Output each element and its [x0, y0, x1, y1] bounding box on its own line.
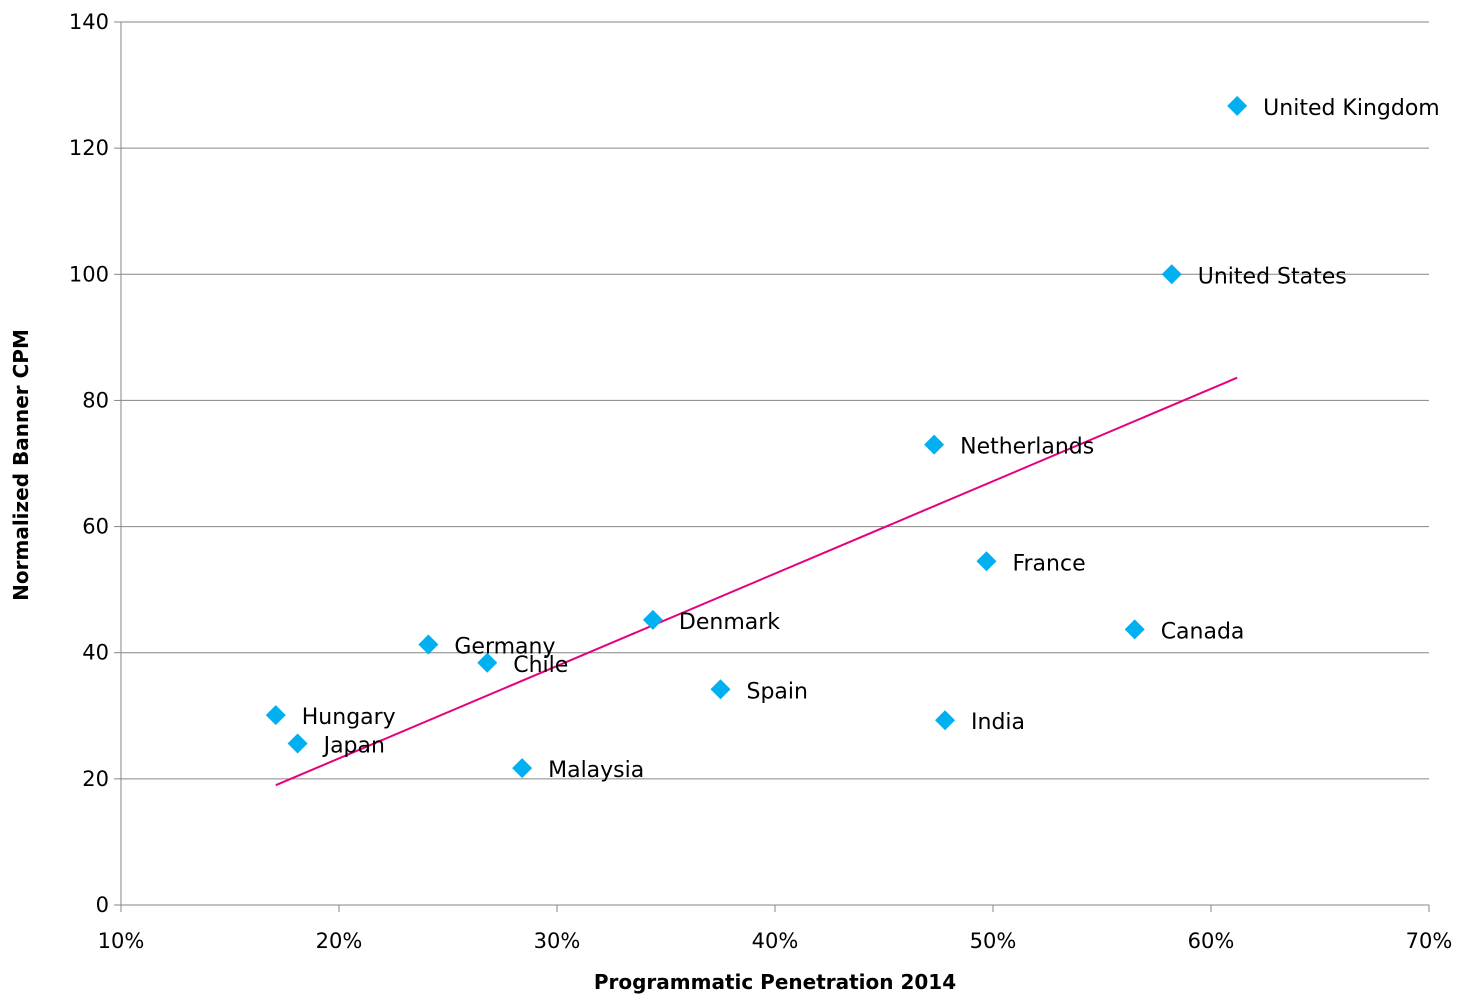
data-label: Spain	[747, 679, 808, 704]
data-label: Chile	[513, 653, 568, 678]
x-tick-label: 30%	[534, 929, 581, 953]
x-tick-label: 50%	[970, 929, 1017, 953]
y-tick-label: 100	[69, 262, 109, 286]
tick-labels: 0 20 40 60 80 100 120 140 10% 20% 30% 40% 50% 60% 70%	[69, 10, 1452, 953]
data-point	[1124, 619, 1145, 640]
gridlines	[121, 21, 1429, 780]
data-point	[512, 758, 533, 779]
data-point	[642, 609, 663, 630]
data-point	[418, 634, 439, 655]
x-tick-label: 60%	[1188, 929, 1235, 953]
point-labels: United Kingdom United States Netherlands Fr…	[302, 96, 1440, 783]
data-point	[287, 733, 308, 754]
data-point	[976, 551, 997, 572]
data-label: France	[1012, 551, 1085, 576]
trendline-group	[275, 376, 1238, 787]
x-axis-title: Programmatic Penetration 2014	[594, 970, 956, 994]
y-tick-label: 60	[82, 515, 109, 539]
data-label: Netherlands	[960, 435, 1094, 460]
data-point	[1227, 95, 1248, 116]
data-point	[1161, 264, 1182, 285]
data-point	[710, 679, 731, 700]
y-tick-label: 140	[69, 10, 109, 34]
x-tick-label: 70%	[1406, 929, 1453, 953]
data-label: Malaysia	[548, 758, 644, 783]
axes	[114, 21, 1430, 912]
data-point	[477, 652, 498, 673]
y-tick-label: 80	[82, 388, 109, 412]
y-tick-label: 40	[82, 641, 109, 665]
y-tick-label: 0	[96, 893, 109, 917]
data-points	[265, 95, 1248, 779]
data-label: Denmark	[679, 610, 780, 635]
data-point	[265, 705, 286, 726]
y-axis-title: Normalized Banner CPM	[9, 329, 33, 601]
data-label: India	[971, 710, 1025, 735]
data-label: Canada	[1161, 619, 1245, 644]
trendline	[275, 376, 1238, 787]
x-tick-label: 10%	[98, 929, 145, 953]
data-point	[935, 710, 956, 731]
data-label: United Kingdom	[1263, 96, 1440, 121]
data-label: Japan	[322, 734, 385, 759]
x-tick-label: 20%	[316, 929, 363, 953]
data-point	[924, 434, 945, 455]
y-tick-label: 120	[69, 136, 109, 160]
data-label: Germany	[454, 635, 555, 660]
x-tick-label: 40%	[752, 929, 799, 953]
data-label: Hungary	[302, 705, 396, 730]
y-tick-label: 20	[82, 767, 109, 791]
data-label: United States	[1198, 264, 1347, 289]
